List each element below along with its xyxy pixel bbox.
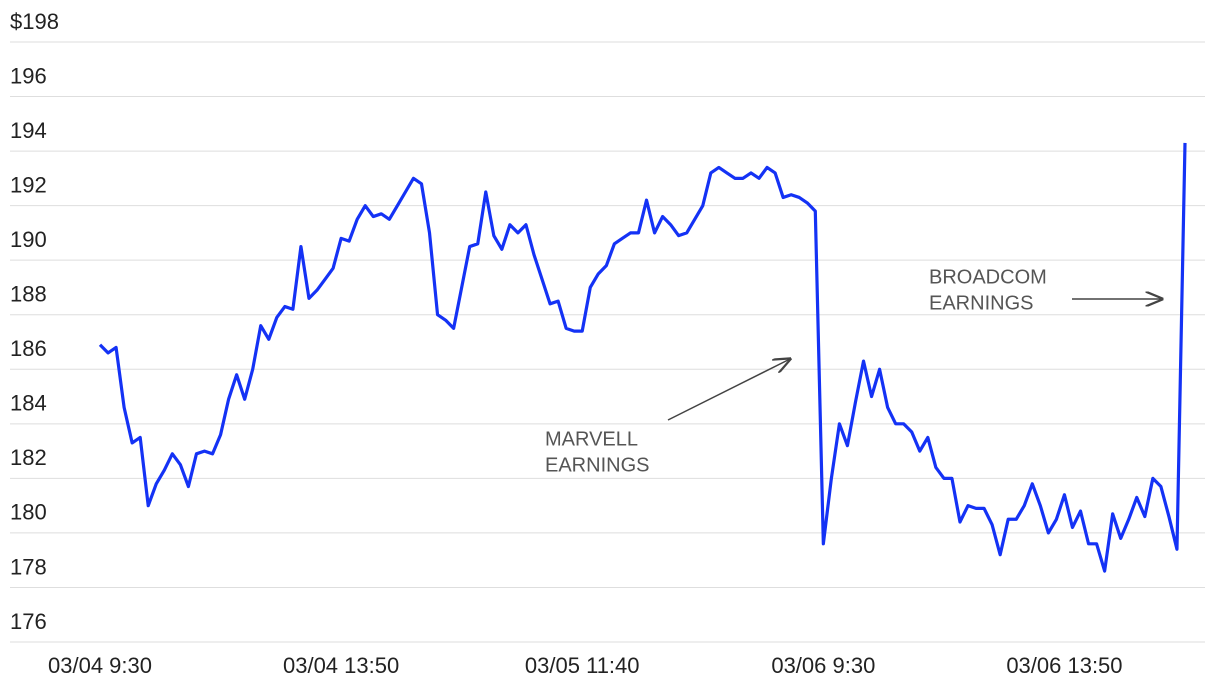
axes: 176 178 180 182 184 186 188 190 192 194 196 $198 03/… xyxy=(10,9,1205,678)
y-tick-label: 188 xyxy=(10,282,47,307)
annotation: MARVELL xyxy=(545,428,638,450)
y-tick-label: 180 xyxy=(10,500,47,525)
y-tick-label: 192 xyxy=(10,172,47,197)
annotation: EARNINGS xyxy=(929,292,1033,314)
y-tick-label: 194 xyxy=(10,118,47,143)
y-tick-label: 184 xyxy=(10,391,47,416)
x-tick-label: 03/04 13:50 xyxy=(283,653,399,678)
x-tick-label: 03/06 9:30 xyxy=(771,653,875,678)
y-tick-label: 190 xyxy=(10,227,47,252)
annotation: BROADCOM xyxy=(929,266,1047,288)
x-tick-label: 03/04 9:30 xyxy=(48,653,152,678)
y-tick-label: 186 xyxy=(10,336,47,361)
annotation-arrow xyxy=(667,359,790,421)
y-tick-label: 196 xyxy=(10,63,47,88)
price-line xyxy=(98,142,1187,573)
y-tick-label: 176 xyxy=(10,609,47,634)
annotation: EARNINGS xyxy=(545,454,649,476)
y-tick-label: 178 xyxy=(10,554,47,579)
y-tick-label: $198 xyxy=(10,9,59,34)
x-tick-label: 03/06 13:50 xyxy=(1006,653,1122,678)
x-tick-label: 03/05 11:40 xyxy=(525,653,640,678)
y-tick-label: 182 xyxy=(10,445,47,470)
